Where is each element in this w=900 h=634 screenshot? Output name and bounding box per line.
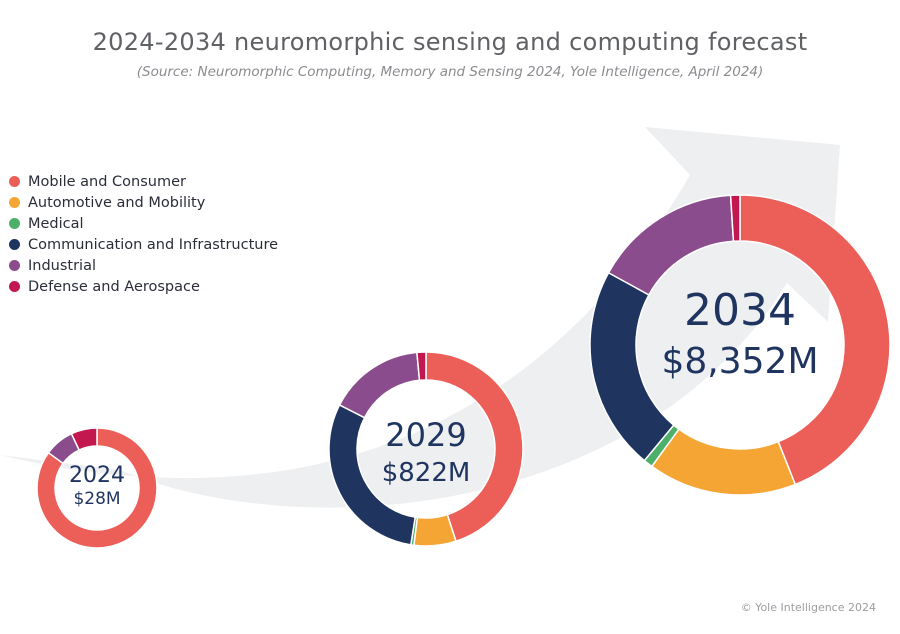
legend-dot — [9, 260, 20, 271]
legend-dot — [9, 239, 20, 250]
chart-title: 2024-2034 neuromorphic sensing and compu… — [92, 28, 808, 56]
chart-subtitle: (Source: Neuromorphic Computing, Memory … — [136, 64, 764, 80]
legend-item-mobile-consumer: Mobile and Consumer — [9, 171, 278, 192]
donut-slice-2029-5 — [416, 351, 427, 382]
legend-label: Industrial — [28, 257, 97, 274]
legend-label: Defense and Aerospace — [28, 278, 200, 295]
donut-slice-2029-0 — [425, 351, 524, 543]
donut-slice-2034-1 — [650, 428, 797, 496]
donut-slice-2024-5 — [70, 427, 98, 451]
copyright-footer: © Yole Intelligence 2024 — [740, 601, 876, 614]
legend-dot — [9, 176, 20, 187]
legend-label: Communication and Infrastructure — [28, 236, 279, 253]
donut-total-label: $28M — [73, 489, 120, 509]
donut-slice-2029-4 — [338, 351, 421, 419]
legend-dot — [9, 218, 20, 229]
donut-slice-2024-0 — [36, 427, 158, 549]
legend-item-medical: Medical — [9, 213, 278, 234]
legend-label: Mobile and Consumer — [28, 173, 186, 190]
legend-item-communication-infrastructure: Communication and Infrastructure — [9, 234, 278, 255]
donut-slice-2034-0 — [739, 194, 891, 486]
legend-label: Automotive and Mobility — [28, 194, 206, 211]
donut-slice-2034-5 — [729, 194, 741, 243]
donut-year-label: 2034 — [684, 285, 796, 336]
legend-dot — [9, 281, 20, 292]
legend-label: Medical — [28, 215, 84, 232]
donut-total-label: $8,352M — [661, 341, 818, 382]
legend-item-industrial: Industrial — [9, 255, 278, 276]
legend: Mobile and Consumer Automotive and Mobil… — [9, 171, 278, 297]
legend-item-defense-aerospace: Defense and Aerospace — [9, 276, 278, 297]
legend-item-automotive-mobility: Automotive and Mobility — [9, 192, 278, 213]
donut-total-label: $822M — [382, 458, 471, 488]
legend-dot — [9, 197, 20, 208]
donut-year-label: 2029 — [385, 416, 466, 454]
donut-year-label: 2024 — [69, 463, 125, 488]
